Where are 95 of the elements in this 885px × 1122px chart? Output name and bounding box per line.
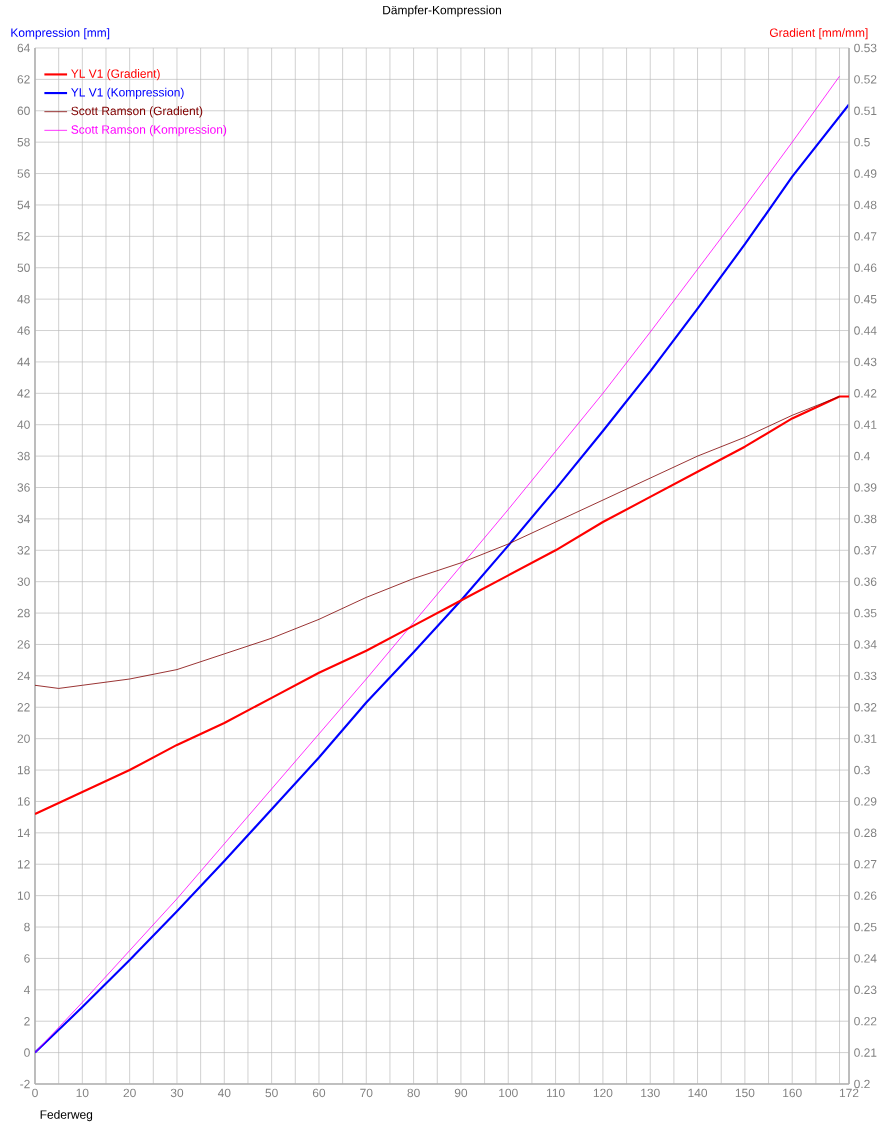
y-tick-label: 28 [17,608,30,618]
legend-label: YL V1 (Kompression) [71,87,184,99]
y-tick-label: 12 [17,860,30,869]
y-tick-label: 14 [17,828,30,837]
y-tick-label: 0 [24,1048,30,1057]
y-tick-label: 20 [17,734,30,743]
y2-tick-label: 0.5 [854,137,870,147]
y2-axis-title: Gradient [mm/mm] [769,28,868,40]
y-tick-label: 40 [17,420,30,429]
y2-tick-label: 0.45 [854,294,877,304]
y2-tick-label: 0.29 [854,797,877,806]
y2-tick-label: 0.35 [854,608,877,618]
y2-tick-label: 0.33 [854,671,877,681]
y2-tick-label: 0.34 [854,640,877,649]
y2-tick-label: 0.53 [854,43,877,53]
x-tick-label: 20 [123,1088,136,1098]
x-tick-label: 130 [641,1088,660,1098]
y2-tick-label: 0.52 [854,75,877,84]
y-tick-label: 62 [17,75,30,84]
x-tick-label: 110 [546,1088,565,1098]
y2-tick-label: 0.49 [854,169,877,178]
y-tick-label: 8 [24,922,30,932]
y2-tick-label: 0.36 [854,577,877,586]
y2-tick-label: 0.4 [854,451,870,461]
y2-tick-label: 0.37 [854,546,877,555]
y2-tick-label: 0.51 [854,106,877,116]
y-tick-label: 30 [17,577,30,586]
legend-label: Scott Ramson (Gradient) [71,106,203,118]
y-tick-label: 50 [17,263,30,272]
line-series [35,395,849,816]
y2-tick-label: 0.43 [854,357,877,367]
y-tick-label: 56 [17,169,30,178]
x-tick-label: 80 [407,1088,420,1098]
chart-title: Dämpfer-Kompression [383,5,502,17]
x-tick-label: 0 [32,1088,38,1098]
y-tick-label: 42 [17,389,30,398]
y-tick-label: 22 [17,703,30,712]
x-tick-label: 90 [454,1088,468,1098]
y-tick-label: 38 [17,451,30,461]
y2-tick-label: 0.42 [854,389,877,398]
y2-tick-label: 0.23 [854,985,877,995]
y-tick-label: 52 [17,232,30,241]
y2-tick-label: 0.24 [854,954,877,963]
y2-tick-label: 0.26 [854,891,877,900]
y2-tick-label: 0.31 [854,734,877,743]
y2-tick-label: 0.3 [854,765,870,775]
x-axis-title: Federweg [40,1110,93,1122]
y-tick-label: 4 [23,985,30,994]
y-tick-label: 36 [17,483,30,492]
y2-tick-label: 0.44 [854,326,877,335]
y-axis-title: Kompression [mm] [11,28,110,40]
y-tick-label: 58 [17,137,30,147]
y2-tick-label: 0.46 [854,263,877,272]
y2-tick-label: 0.38 [854,514,877,524]
x-tick-label: 50 [265,1088,278,1098]
y-tick-label: 32 [17,546,30,555]
y2-tick-label: 0.41 [854,420,877,429]
legend-label: YL V1 (Gradient) [71,69,160,81]
y2-tick-label: 0.27 [854,859,877,869]
y2-tick-label: 0.28 [854,828,877,838]
x-tick-label: 60 [312,1088,326,1098]
y-tick-label: 46 [17,326,30,335]
y-tick-label: 60 [17,106,30,116]
y2-tick-label: 0.21 [854,1048,877,1057]
x-tick-label: 30 [170,1088,184,1098]
y-tick-label: 10 [17,891,30,900]
x-tick-label: 10 [76,1088,89,1098]
y2-tick-label: 0.22 [854,1016,877,1026]
y-tick-label: 54 [17,200,30,210]
y-tick-label: 2 [24,1017,30,1026]
y2-tick-label: 0.2 [854,1079,870,1089]
y-tick-label: -2 [20,1079,30,1089]
x-tick-label: 120 [593,1088,613,1098]
y-tick-label: 34 [17,514,30,524]
y2-tick-label: 0.47 [854,232,877,241]
x-tick-label: 172 [839,1088,859,1098]
y-tick-label: 18 [17,765,30,775]
x-tick-label: 140 [688,1088,708,1098]
x-tick-label: 70 [360,1088,373,1098]
y-tick-label: 48 [17,294,30,304]
y2-tick-label: 0.39 [854,483,877,492]
y2-tick-label: 0.48 [854,200,877,210]
x-tick-label: 150 [735,1088,755,1098]
x-tick-label: 100 [499,1088,518,1098]
y2-tick-label: 0.32 [854,703,877,712]
x-tick-label: 40 [217,1088,231,1098]
y-tick-label: 26 [17,640,30,649]
legend-label: Scott Ramson (Kompression) [71,125,227,137]
y-tick-label: 44 [17,357,30,367]
x-tick-label: 160 [783,1088,802,1098]
y-tick-label: 6 [24,954,30,963]
y-tick-label: 24 [17,671,30,681]
y-tick-label: 16 [17,797,30,806]
y2-tick-label: 0.25 [854,922,877,932]
y-tick-label: 64 [17,43,30,53]
